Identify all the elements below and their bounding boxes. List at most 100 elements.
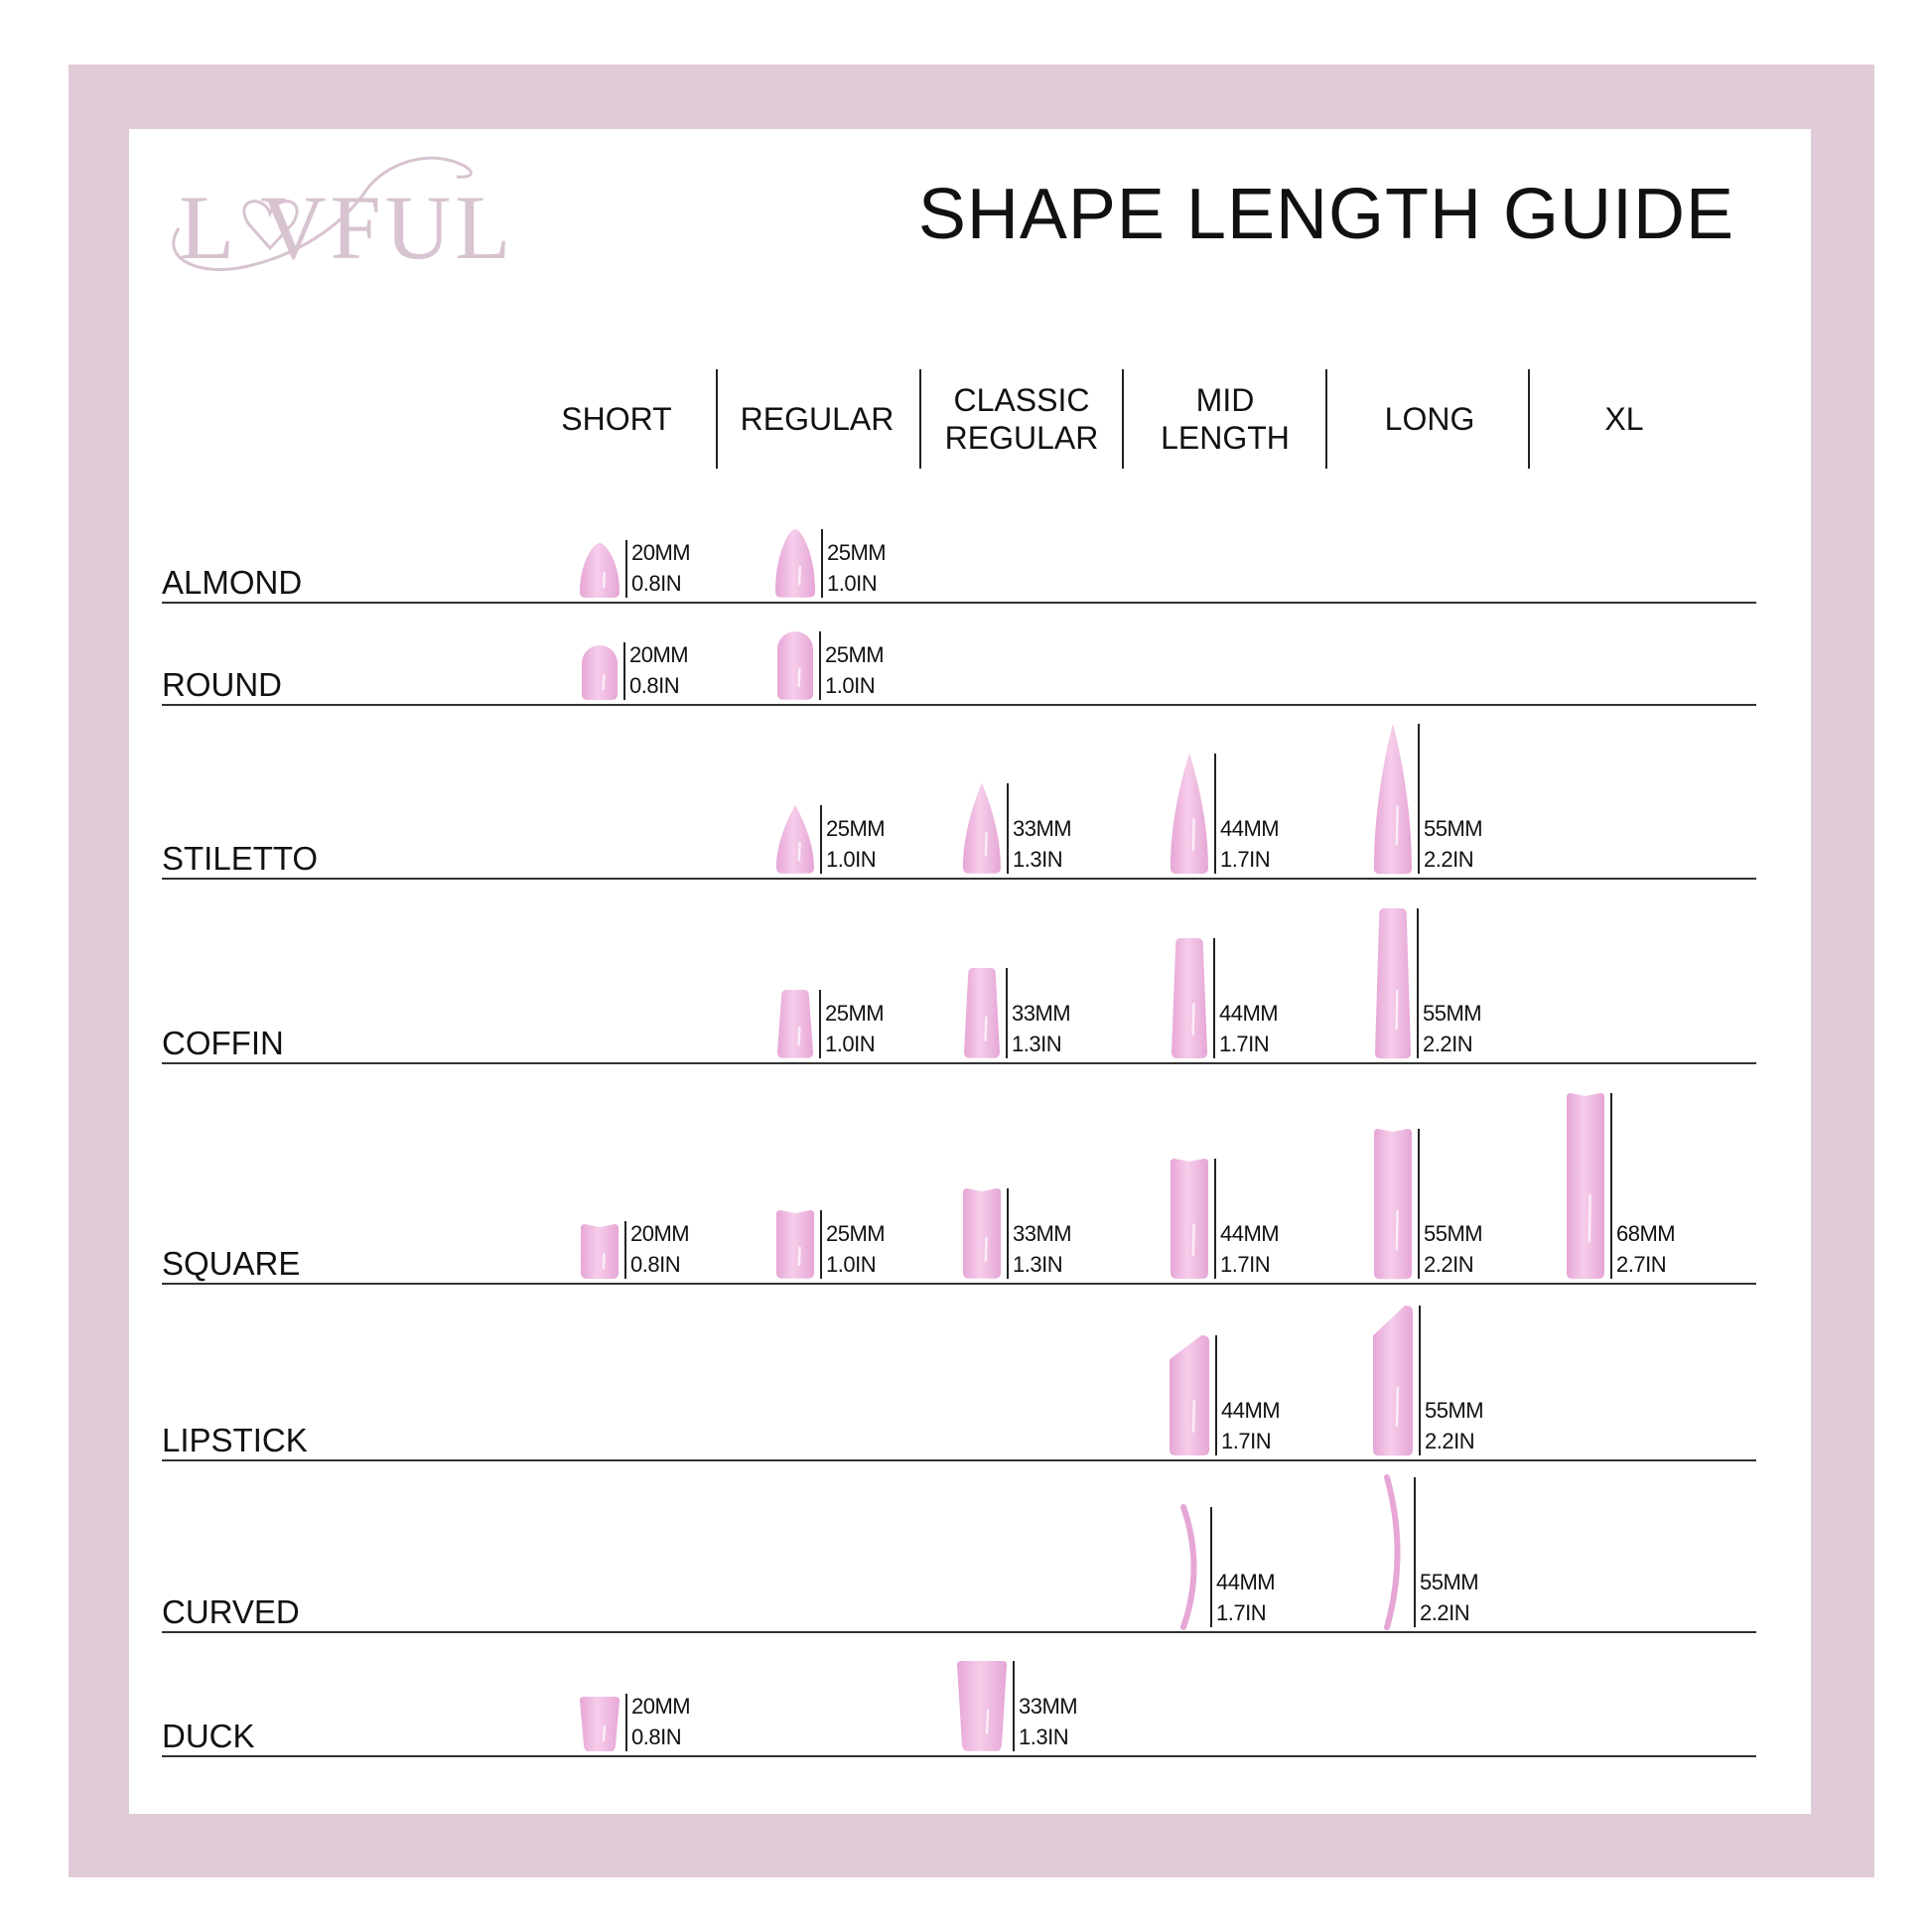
nail-square-icon xyxy=(1374,1128,1412,1279)
column-header-mid-length: MID LENGTH xyxy=(1161,382,1290,456)
nail-stiletto-icon xyxy=(963,783,1001,874)
measure-line xyxy=(1214,754,1216,874)
nail-stiletto-icon xyxy=(1374,723,1412,874)
length-mm: 55MM xyxy=(1424,1221,1483,1246)
nail-duck-icon xyxy=(580,1697,620,1751)
nail-curved-icon xyxy=(1180,1504,1197,1630)
nail-coffin-icon xyxy=(1375,907,1411,1058)
length-mm: 25MM xyxy=(825,642,885,667)
row-label-stiletto: STILETTO xyxy=(162,840,319,877)
row-label-round: ROUND xyxy=(162,666,282,703)
column-divider xyxy=(1325,369,1327,469)
length-in: 2.2IN xyxy=(1423,1032,1473,1056)
length-mm: 25MM xyxy=(825,1001,885,1026)
length-in: 1.0IN xyxy=(825,1032,876,1056)
length-in: 1.7IN xyxy=(1220,847,1271,872)
length-in: 2.2IN xyxy=(1420,1600,1470,1625)
measure-line xyxy=(820,805,822,874)
measure-line xyxy=(1417,907,1419,1058)
row-label-curved: CURVED xyxy=(162,1593,300,1630)
length-in: 0.8IN xyxy=(631,571,682,596)
measure-line xyxy=(1006,968,1008,1058)
length-mm: 25MM xyxy=(826,1221,886,1246)
length-in: 1.0IN xyxy=(826,1252,877,1277)
length-in: 1.7IN xyxy=(1221,1429,1272,1453)
row-label-duck: DUCK xyxy=(162,1718,255,1754)
length-in: 1.7IN xyxy=(1220,1252,1271,1277)
measure-line xyxy=(625,1694,627,1751)
measure-line xyxy=(1210,1507,1212,1627)
length-mm: 20MM xyxy=(631,1694,691,1719)
nail-almond-icon xyxy=(580,543,620,598)
row-divider xyxy=(162,602,1756,604)
measure-line xyxy=(1610,1093,1612,1279)
nail-round-icon xyxy=(582,645,618,700)
nail-square-icon xyxy=(963,1188,1001,1279)
measure-line xyxy=(1418,1128,1420,1279)
nail-stiletto-icon xyxy=(776,805,814,874)
length-mm: 33MM xyxy=(1013,816,1072,841)
measure-line xyxy=(1215,1335,1217,1455)
nail-coffin-icon xyxy=(1172,938,1207,1058)
column-divider xyxy=(919,369,921,469)
measure-line xyxy=(1213,938,1215,1058)
column-header-short: SHORT xyxy=(561,401,672,437)
length-mm: 44MM xyxy=(1219,1001,1279,1026)
nail-lipstick-icon xyxy=(1170,1335,1209,1455)
length-mm: 33MM xyxy=(1019,1694,1078,1719)
row-label-lipstick: LIPSTICK xyxy=(162,1422,308,1458)
length-in: 1.3IN xyxy=(1013,1252,1063,1277)
nail-curved-icon xyxy=(1384,1473,1401,1630)
length-in: 0.8IN xyxy=(630,1252,681,1277)
column-header-long: LONG xyxy=(1384,401,1475,437)
length-in: 2.2IN xyxy=(1424,847,1474,872)
row-divider xyxy=(162,704,1756,706)
length-mm: 20MM xyxy=(629,642,689,667)
column-divider xyxy=(1122,369,1124,469)
measure-line xyxy=(819,631,821,700)
length-in: 0.8IN xyxy=(631,1725,682,1749)
length-in: 1.0IN xyxy=(825,673,876,698)
row-divider xyxy=(162,1062,1756,1064)
length-in: 1.3IN xyxy=(1012,1032,1062,1056)
nail-lipstick-icon xyxy=(1373,1305,1413,1455)
nail-duck-icon xyxy=(957,1661,1007,1751)
length-mm: 44MM xyxy=(1220,816,1280,841)
measure-line xyxy=(820,1210,822,1279)
row-label-almond: ALMOND xyxy=(162,564,303,601)
length-mm: 55MM xyxy=(1423,1001,1482,1026)
row-divider xyxy=(162,878,1756,880)
column-divider xyxy=(1528,369,1530,469)
length-in: 1.7IN xyxy=(1219,1032,1270,1056)
length-mm: 55MM xyxy=(1420,1570,1479,1594)
row-label-square: SQUARE xyxy=(162,1245,301,1282)
nail-square-icon xyxy=(776,1210,814,1279)
length-mm: 68MM xyxy=(1616,1221,1676,1246)
length-mm: 25MM xyxy=(826,816,886,841)
measure-line xyxy=(1007,1188,1009,1279)
row-divider xyxy=(162,1755,1756,1757)
length-in: 1.0IN xyxy=(827,571,878,596)
measure-line xyxy=(625,540,627,598)
lovful-logo: L VFUL xyxy=(172,156,510,278)
nail-square-icon xyxy=(581,1224,619,1279)
nail-coffin-icon xyxy=(777,990,813,1058)
measure-line xyxy=(821,529,823,598)
nail-square-icon xyxy=(1567,1093,1604,1279)
nail-square-icon xyxy=(1171,1159,1208,1279)
measure-line xyxy=(624,1221,626,1279)
length-in: 1.3IN xyxy=(1013,847,1063,872)
nail-almond-icon xyxy=(775,529,815,598)
nail-stiletto-icon xyxy=(1171,754,1208,874)
page-title: SHAPE LENGTH GUIDE xyxy=(917,175,1734,254)
length-mm: 20MM xyxy=(630,1221,690,1246)
measure-line xyxy=(1414,1476,1416,1627)
length-in: 2.2IN xyxy=(1424,1252,1474,1277)
measure-line xyxy=(623,642,625,700)
length-in: 1.3IN xyxy=(1019,1725,1069,1749)
length-mm: 20MM xyxy=(631,540,691,565)
row-divider xyxy=(162,1459,1756,1461)
length-mm: 44MM xyxy=(1221,1398,1281,1423)
row-label-coffin: COFFIN xyxy=(162,1025,284,1061)
length-mm: 33MM xyxy=(1013,1221,1072,1246)
